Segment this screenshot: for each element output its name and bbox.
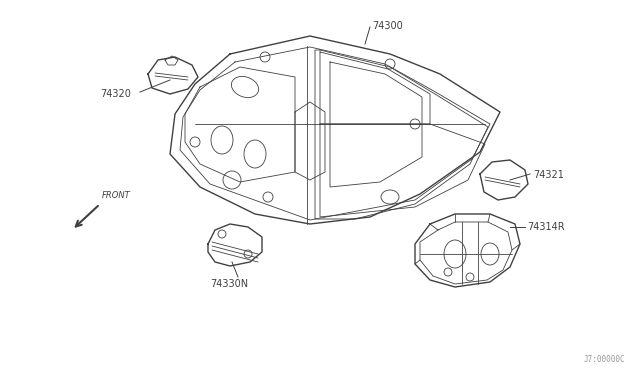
Text: 74300: 74300 — [372, 21, 403, 31]
Text: 74320: 74320 — [100, 89, 131, 99]
Text: FRONT: FRONT — [102, 191, 131, 200]
Text: 74314R: 74314R — [527, 222, 564, 232]
Text: 74321: 74321 — [533, 170, 564, 180]
Text: 74330N: 74330N — [210, 279, 248, 289]
Text: J7:00000C: J7:00000C — [584, 355, 625, 364]
